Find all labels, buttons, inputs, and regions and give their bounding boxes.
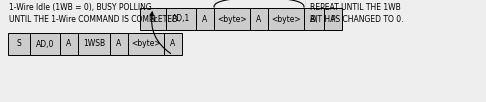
Text: A: A <box>171 39 175 48</box>
Bar <box>60 33 78 55</box>
Bar <box>268 8 304 30</box>
Bar <box>30 33 60 55</box>
Bar <box>166 8 196 30</box>
Text: P: P <box>330 14 335 23</box>
Text: Sr: Sr <box>149 14 157 23</box>
Bar <box>196 8 214 30</box>
Bar <box>304 8 324 30</box>
Text: <byte>: <byte> <box>131 39 161 48</box>
Text: <byte>: <byte> <box>271 14 301 23</box>
Text: A: A <box>67 39 71 48</box>
Bar <box>250 8 268 30</box>
Text: AD,0: AD,0 <box>36 39 54 48</box>
Text: 1WSB: 1WSB <box>83 39 105 48</box>
Text: S: S <box>17 39 21 48</box>
Bar <box>140 8 166 30</box>
Text: AD,1: AD,1 <box>172 14 190 23</box>
Bar <box>214 8 250 30</box>
Text: A: A <box>257 14 261 23</box>
Bar <box>128 33 164 55</box>
Text: A: A <box>116 39 122 48</box>
Bar <box>8 33 30 55</box>
Bar <box>164 33 182 55</box>
Text: A: A <box>202 14 208 23</box>
Text: REPEAT UNTIL THE 1WB
BIT HAS CHANGED TO 0.: REPEAT UNTIL THE 1WB BIT HAS CHANGED TO … <box>310 3 403 24</box>
Bar <box>78 33 110 55</box>
Bar <box>324 8 342 30</box>
Text: 1-Wire Idle (1WB = 0), BUSY POLLING
UNTIL THE 1-Wire COMMAND IS COMPLETED.: 1-Wire Idle (1WB = 0), BUSY POLLING UNTI… <box>9 3 180 24</box>
Text: <byte>: <byte> <box>217 14 247 23</box>
Bar <box>110 33 128 55</box>
Text: A\: A\ <box>310 14 318 23</box>
